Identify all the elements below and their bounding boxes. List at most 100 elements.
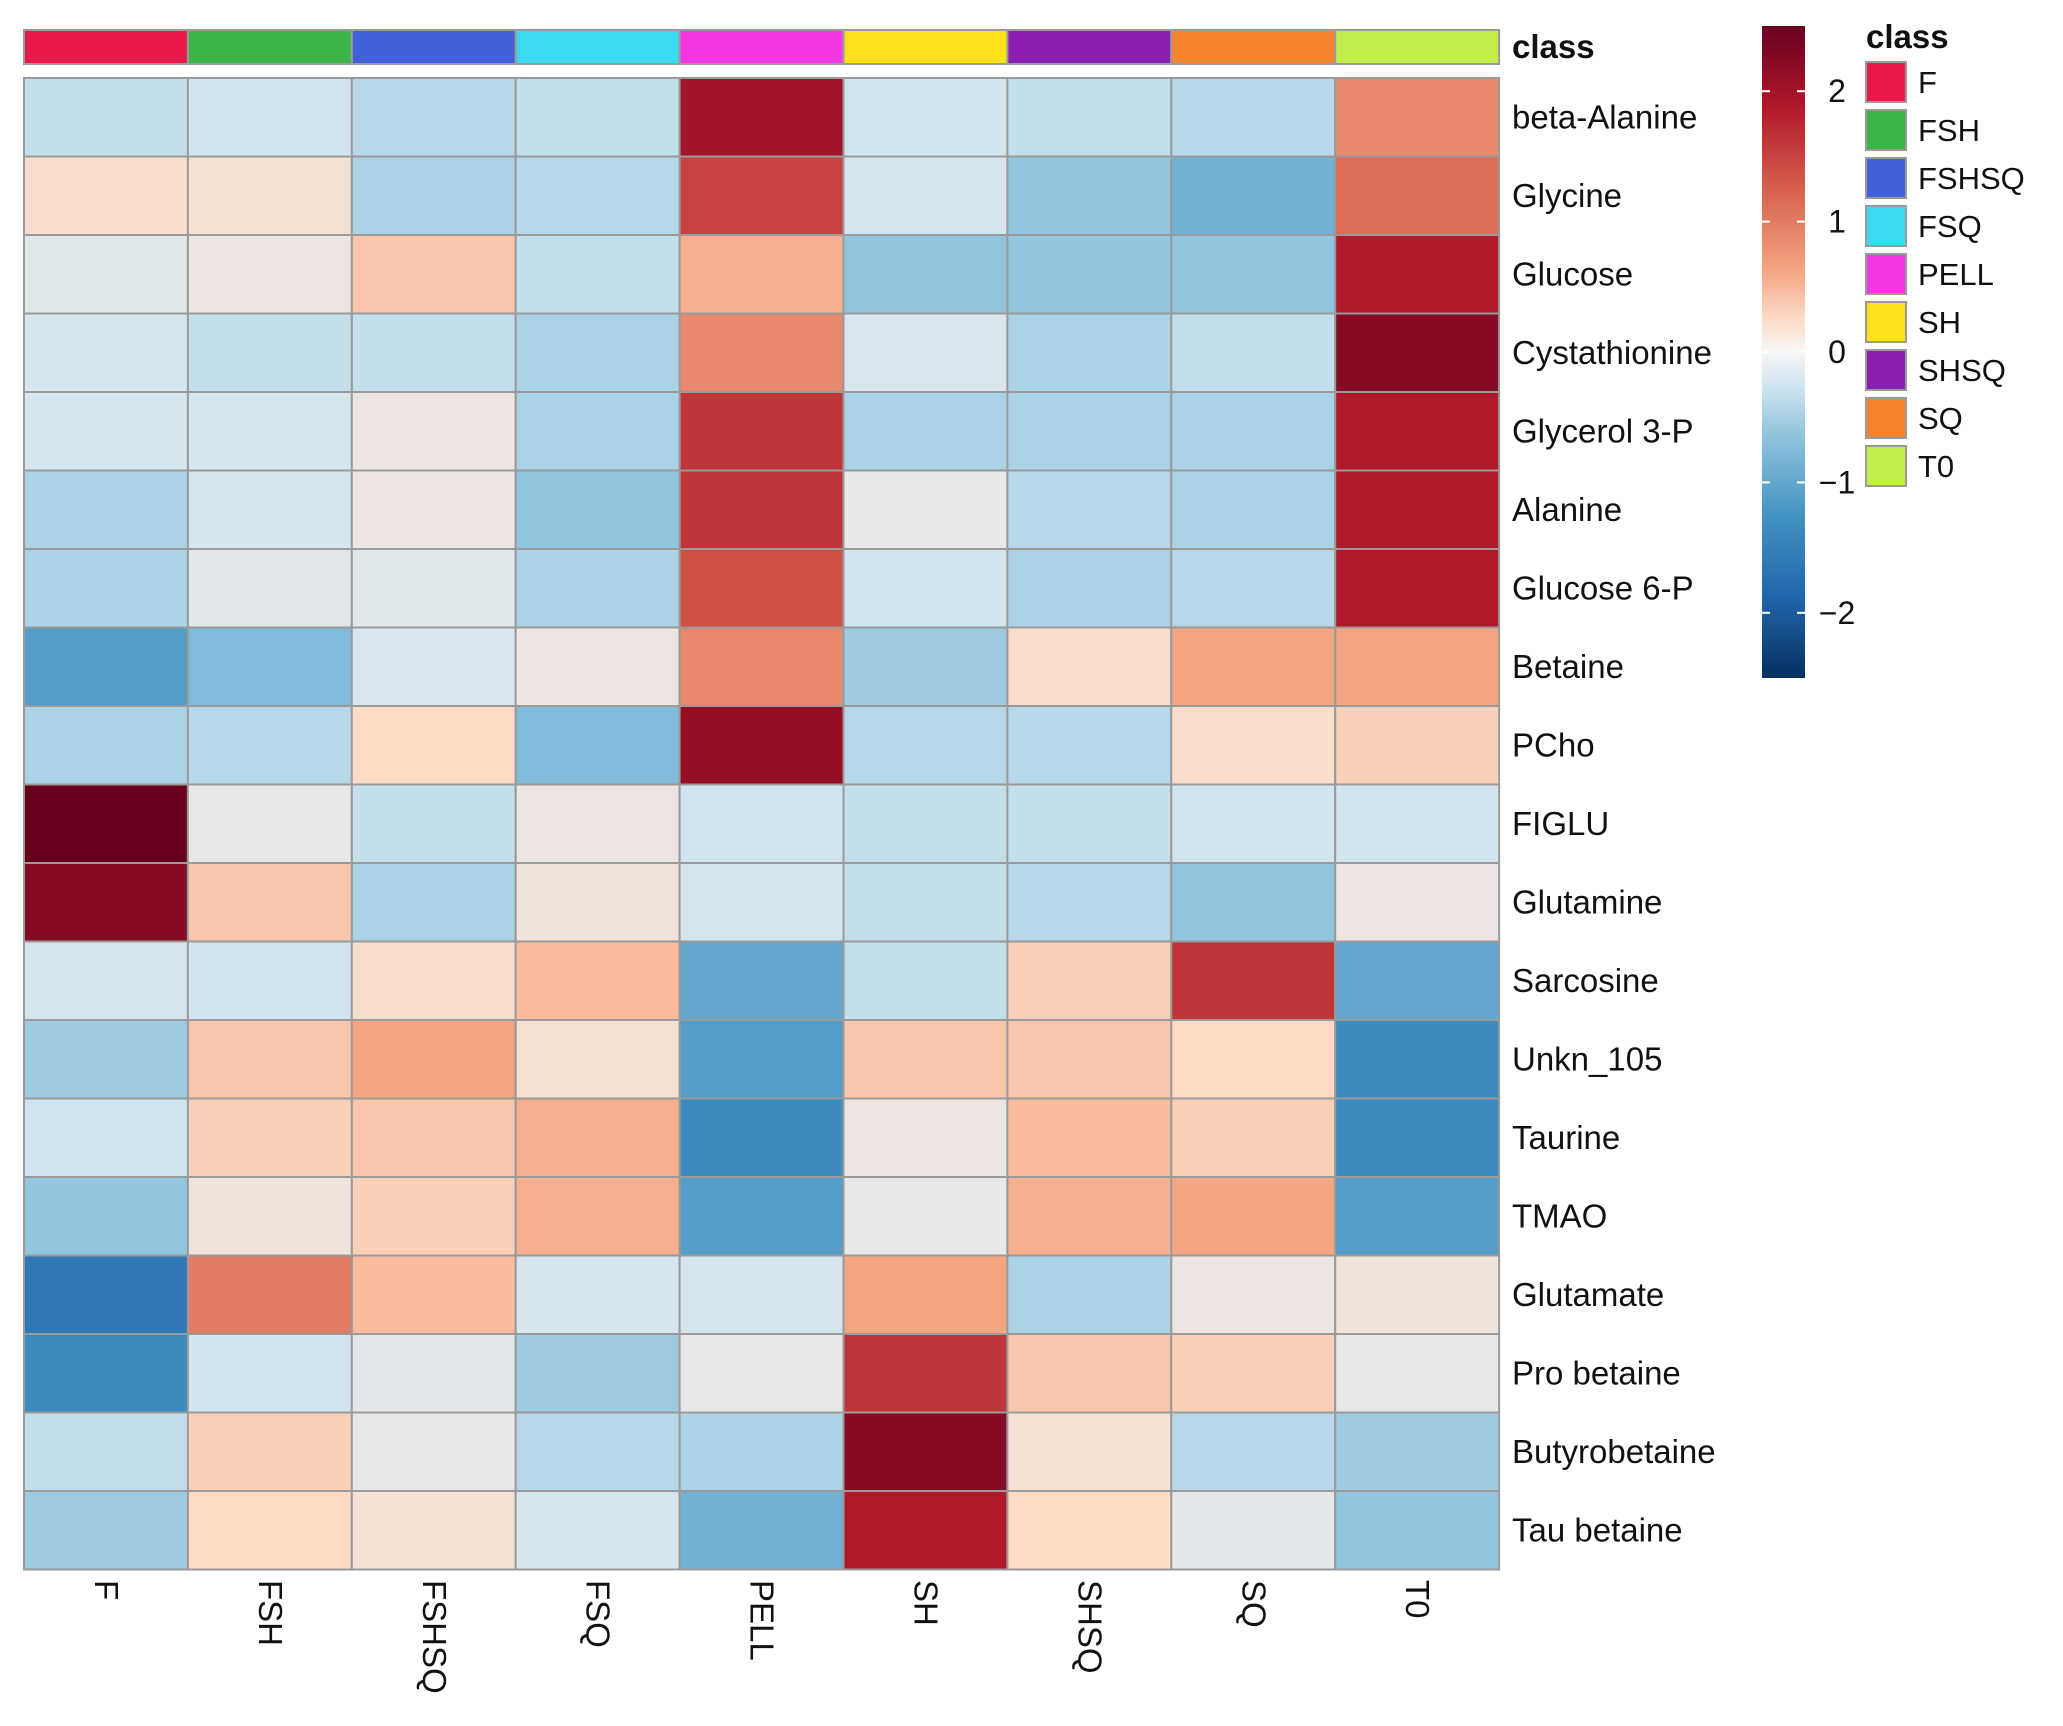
heatmap-cell-figlu-pell bbox=[678, 783, 845, 864]
annotation-cell-shsq bbox=[1006, 29, 1173, 65]
heatmap-cell-butyrobetaine-t0 bbox=[1334, 1411, 1501, 1492]
heatmap-cell-unkn-105-sq bbox=[1170, 1019, 1337, 1100]
heatmap-cell-beta-alanine-pell bbox=[678, 77, 845, 158]
legend-swatch-fshsq bbox=[1865, 157, 1907, 199]
heatmap-cell-sarcosine-fshsq bbox=[350, 940, 517, 1021]
heatmap-cell-betaine-sq bbox=[1170, 626, 1337, 707]
heatmap-cell-glucose-fsh bbox=[186, 234, 353, 315]
legend-swatch-fsh bbox=[1865, 109, 1907, 151]
heatmap-cell-cystathionine-shsq bbox=[1006, 312, 1173, 393]
row-labels: beta-Alanine Glycine Glucose Cystathionine G… bbox=[1512, 98, 1716, 1548]
legend-swatch-sh bbox=[1865, 301, 1907, 343]
heatmap-cell-glutamine-shsq bbox=[1006, 862, 1173, 943]
heatmap-cell-tau-betaine-pell bbox=[678, 1490, 845, 1571]
colorbar-tick-label: 1 bbox=[1828, 204, 1846, 240]
colorbar-tick-label: 0 bbox=[1828, 334, 1846, 370]
heatmap-cell-beta-alanine-fsq bbox=[514, 77, 681, 158]
heatmap-cell-tmao-shsq bbox=[1006, 1176, 1173, 1257]
heatmap-cell-tau-betaine-t0 bbox=[1334, 1490, 1501, 1571]
heatmap-cell-glucose-6-p-fshsq bbox=[350, 548, 517, 629]
heatmap-cell-glutamine-fshsq bbox=[350, 862, 517, 943]
heatmap-cell-glycerol-3-p-sh bbox=[842, 391, 1009, 472]
legend-swatch-sq bbox=[1865, 397, 1907, 439]
heatmap-cell-taurine-sq bbox=[1170, 1097, 1337, 1178]
heatmap-cell-betaine-fsq bbox=[514, 626, 681, 707]
heatmap-cell-pcho-fshsq bbox=[350, 705, 517, 786]
row-label-alanine: Alanine bbox=[1512, 491, 1622, 528]
annotation-cell-sq bbox=[1170, 29, 1337, 65]
heatmap-cell-glutamine-t0 bbox=[1334, 862, 1501, 943]
heatmap-cell-glutamate-t0 bbox=[1334, 1254, 1501, 1335]
heatmap-cell-pro-betaine-shsq bbox=[1006, 1333, 1173, 1414]
annotation-cell-fsh bbox=[186, 29, 353, 65]
heatmap-cell-sarcosine-f bbox=[23, 940, 189, 1021]
legend-label-f: F bbox=[1918, 65, 1937, 100]
legend-swatch-fsq bbox=[1865, 205, 1907, 247]
heatmap-cell-glucose-fshsq bbox=[350, 234, 517, 315]
colorbar-tick-label: −2 bbox=[1819, 595, 1855, 631]
heatmap-cell-tau-betaine-f bbox=[23, 1490, 189, 1571]
colorbar: 2 1 0 −1 −2 bbox=[1762, 26, 1855, 678]
heatmap-cell-tmao-sh bbox=[842, 1176, 1009, 1257]
heatmap-cell-sarcosine-fsh bbox=[186, 940, 353, 1021]
heatmap-cell-cystathionine-sq bbox=[1170, 312, 1337, 393]
heatmap-cell-glycine-f bbox=[23, 155, 189, 236]
heatmap-cell-sarcosine-sh bbox=[842, 940, 1009, 1021]
heatmap-cell-glycerol-3-p-shsq bbox=[1006, 391, 1173, 472]
heatmap-cell-pro-betaine-pell bbox=[678, 1333, 845, 1414]
heatmap-cell-glucose-shsq bbox=[1006, 234, 1173, 315]
heatmap-cell-glutamate-f bbox=[23, 1254, 189, 1335]
column-labels: F FSH FSHSQ FSQ PELL SH SHSQ SQ T0 bbox=[88, 1580, 1436, 1694]
heatmap-cell-alanine-fshsq bbox=[350, 469, 517, 550]
heatmap-cell-glucose-fsq bbox=[514, 234, 681, 315]
heatmap-cell-glycine-fsh bbox=[186, 155, 353, 236]
row-label-figlu: FIGLU bbox=[1512, 805, 1609, 842]
annotation-cell-t0 bbox=[1334, 29, 1501, 65]
legend-label-fshsq: FSHSQ bbox=[1918, 161, 2025, 196]
heatmap-cell-glycerol-3-p-fsh bbox=[186, 391, 353, 472]
heatmap-cell-taurine-f bbox=[23, 1097, 189, 1178]
heatmap-cell-tmao-fsh bbox=[186, 1176, 353, 1257]
heatmap-cell-figlu-sq bbox=[1170, 783, 1337, 864]
heatmap-cell-glutamine-pell bbox=[678, 862, 845, 943]
column-label-fsq: FSQ bbox=[580, 1580, 617, 1648]
heatmap-cell-unkn-105-fsq bbox=[514, 1019, 681, 1100]
row-label-tau-betaine: Tau betaine bbox=[1512, 1511, 1683, 1548]
annotation-cell-fshsq bbox=[350, 29, 517, 65]
heatmap-cell-taurine-sh bbox=[842, 1097, 1009, 1178]
heatmap-cell-glucose-sq bbox=[1170, 234, 1337, 315]
heatmap-cell-glucose-6-p-t0 bbox=[1334, 548, 1501, 629]
legend-label-fsq: FSQ bbox=[1918, 209, 1982, 244]
heatmap-cell-figlu-fshsq bbox=[350, 783, 517, 864]
heatmap-cell-glucose-6-p-pell bbox=[678, 548, 845, 629]
heatmap-cell-glutamate-fshsq bbox=[350, 1254, 517, 1335]
heatmap-cell-tmao-sq bbox=[1170, 1176, 1337, 1257]
heatmap-cell-glucose-6-p-fsh bbox=[186, 548, 353, 629]
row-label-glucose: Glucose bbox=[1512, 255, 1633, 292]
heatmap-cell-beta-alanine-fsh bbox=[186, 77, 353, 158]
row-label-glutamate: Glutamate bbox=[1512, 1276, 1664, 1313]
legend-label-pell: PELL bbox=[1918, 257, 1994, 292]
heatmap-cell-pro-betaine-sh bbox=[842, 1333, 1009, 1414]
heatmap-cell-alanine-fsq bbox=[514, 469, 681, 550]
class-annotation-bar bbox=[23, 29, 1501, 65]
heatmap-cell-glucose-sh bbox=[842, 234, 1009, 315]
heatmap-cell-taurine-shsq bbox=[1006, 1097, 1173, 1178]
legend-label-fsh: FSH bbox=[1918, 113, 1980, 148]
heatmap-cell-beta-alanine-sq bbox=[1170, 77, 1337, 158]
heatmap-cell-beta-alanine-sh bbox=[842, 77, 1009, 158]
heatmap-cell-glycine-sh bbox=[842, 155, 1009, 236]
heatmap-cell-glutamine-fsh bbox=[186, 862, 353, 943]
heatmap-cell-taurine-fshsq bbox=[350, 1097, 517, 1178]
heatmap-cell-glycerol-3-p-fsq bbox=[514, 391, 681, 472]
legend-label-sh: SH bbox=[1918, 305, 1961, 340]
heatmap-cell-unkn-105-fshsq bbox=[350, 1019, 517, 1100]
legend-label-shsq: SHSQ bbox=[1918, 353, 2006, 388]
heatmap-cell-tau-betaine-fsq bbox=[514, 1490, 681, 1571]
row-label-butyrobetaine: Butyrobetaine bbox=[1512, 1433, 1716, 1470]
legend-items: F FSH FSHSQ FSQ PELL SH SHSQ SQ T0 bbox=[1865, 61, 2025, 487]
row-label-glucose-6-p: Glucose 6-P bbox=[1512, 569, 1694, 606]
heatmap-cell-pcho-f bbox=[23, 705, 189, 786]
heatmap-cell-tau-betaine-fshsq bbox=[350, 1490, 517, 1571]
